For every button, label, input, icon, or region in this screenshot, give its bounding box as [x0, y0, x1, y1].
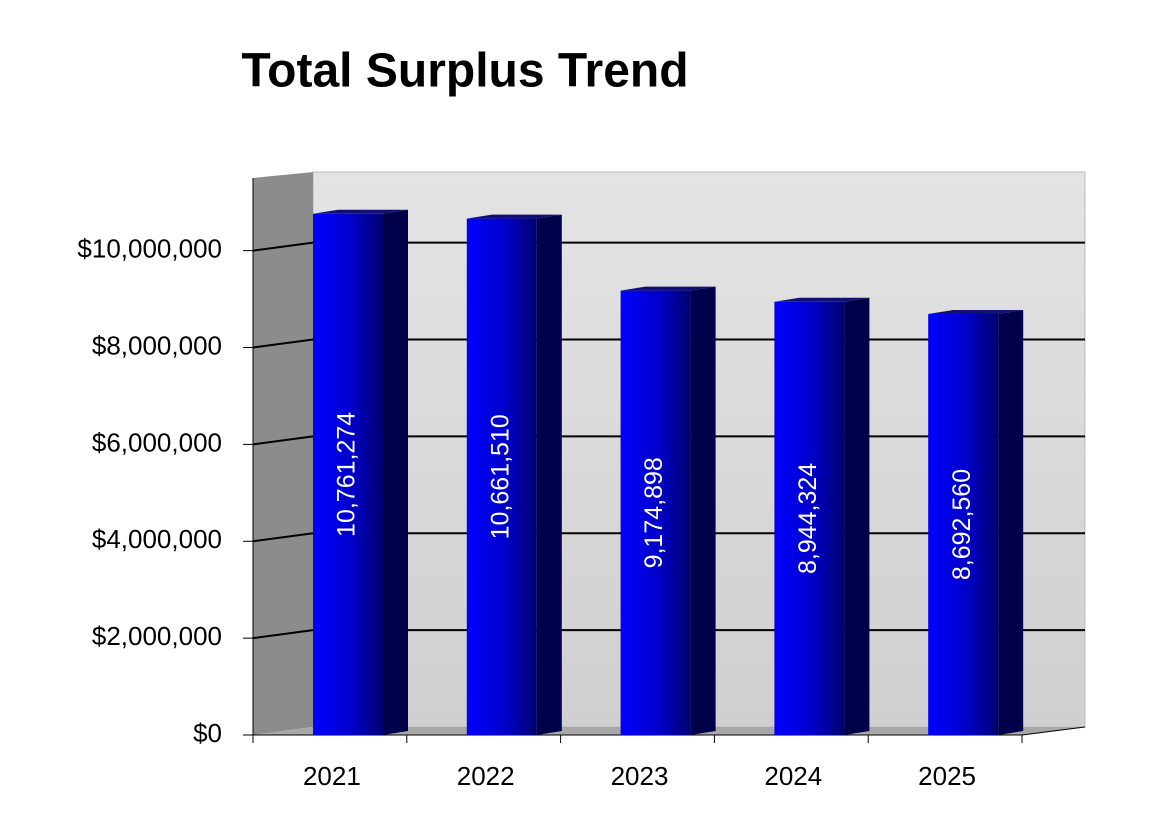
y-tick-label: $10,000,000: [77, 234, 222, 264]
bar-side: [383, 209, 408, 735]
bar-top: [928, 309, 1024, 314]
bar: [466, 218, 537, 736]
y-tick-label: $2,000,000: [92, 621, 222, 651]
side-wall: [253, 172, 313, 735]
x-tick-label: 2022: [457, 761, 515, 791]
value-label: 8,692,560: [948, 469, 976, 580]
y-tick-label: $8,000,000: [92, 330, 222, 360]
value-label: 10,761,274: [333, 412, 361, 537]
grid-line: [252, 532, 314, 543]
x-tick-label: 2023: [611, 761, 669, 791]
grid-line: [252, 629, 314, 640]
value-label: 9,174,898: [640, 457, 668, 568]
value-label: 10,661,510: [486, 414, 514, 539]
bar: [928, 313, 999, 735]
bar-side: [536, 214, 562, 736]
x-tick-label: 2024: [764, 761, 822, 791]
grid-line: [252, 338, 314, 349]
bar-side: [998, 309, 1024, 735]
bar-top: [313, 209, 408, 214]
y-tick-label: $6,000,000: [92, 427, 222, 457]
bar-side: [844, 297, 870, 735]
bar-side: [690, 286, 716, 735]
y-tick-label: $4,000,000: [92, 524, 222, 554]
grid-line: [252, 241, 314, 252]
chart-title: Total Surplus Trend: [241, 45, 688, 98]
bar-top: [466, 214, 562, 219]
bar-top: [620, 286, 716, 291]
value-label: 8,944,324: [794, 463, 822, 574]
bar-top: [774, 297, 870, 302]
x-tick-label: 2025: [918, 761, 976, 791]
x-tick-label: 2021: [303, 761, 361, 791]
y-tick-label: $0: [193, 718, 222, 748]
bar: [620, 290, 691, 735]
floor-edge: [1021, 726, 1086, 736]
bar: [774, 301, 845, 735]
grid-line: [252, 435, 314, 446]
bar: [313, 213, 383, 735]
